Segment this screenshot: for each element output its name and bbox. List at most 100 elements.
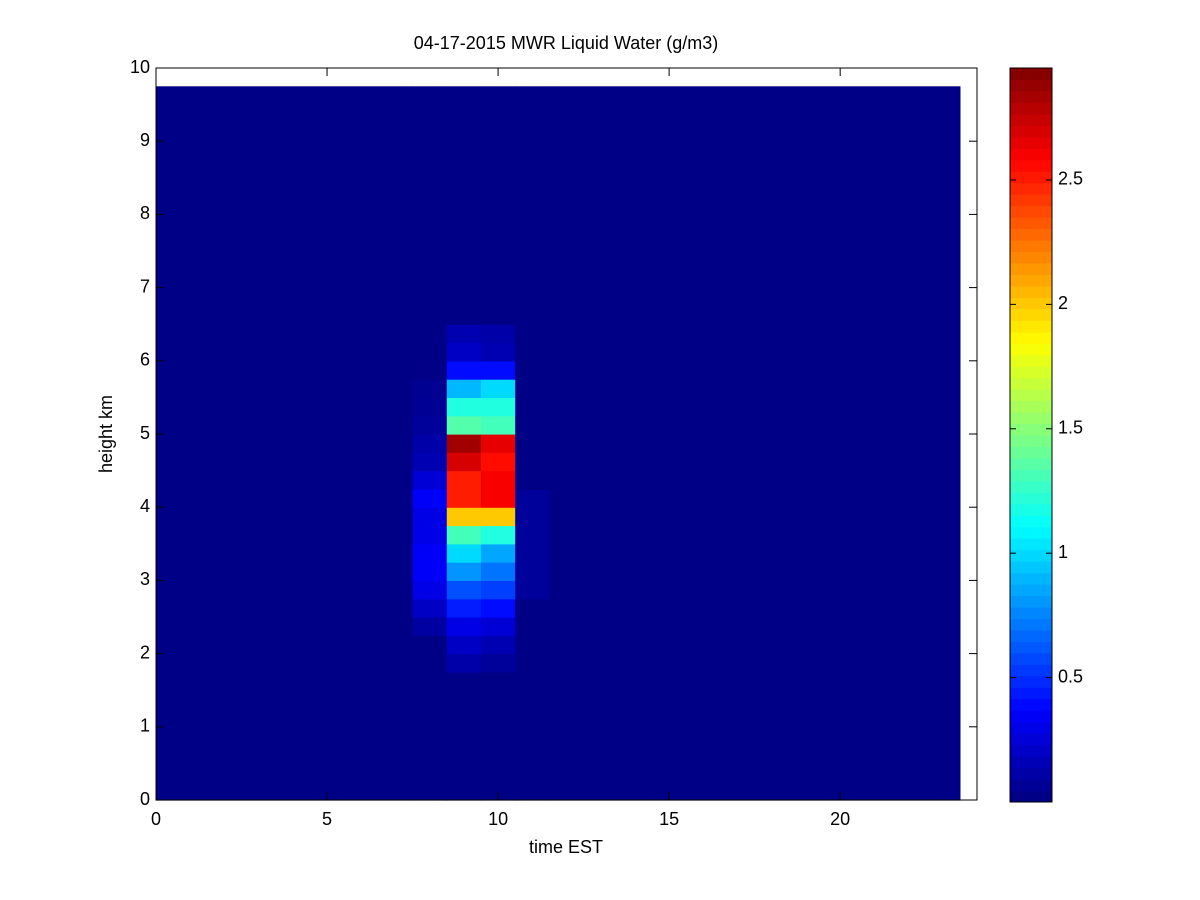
colorbar-swatch [1010, 308, 1052, 321]
colorbar-swatch [1010, 171, 1052, 184]
heat-cell [549, 324, 961, 344]
heat-cell [480, 86, 516, 325]
colorbar-tick-label: 1 [1058, 542, 1068, 562]
colorbar-swatch [1010, 217, 1052, 230]
heat-cell [480, 488, 516, 508]
heat-cell [412, 525, 448, 545]
heat-cell [412, 653, 448, 673]
heat-cell [412, 360, 448, 380]
colorbar-swatch [1010, 721, 1052, 734]
colorbar-swatch [1010, 159, 1052, 172]
heat-cell [446, 507, 482, 527]
colorbar-swatch [1010, 641, 1052, 654]
y-tick-label: 6 [140, 350, 150, 370]
heat-cell [549, 671, 961, 801]
heat-cell [515, 452, 550, 472]
colorbar-swatch [1010, 90, 1052, 103]
colorbar-swatch [1010, 503, 1052, 516]
heat-cell [515, 379, 550, 398]
heat-cell [446, 525, 482, 545]
heat-cell [446, 434, 482, 453]
y-tick-label: 9 [140, 130, 150, 150]
heat-cell [480, 397, 516, 417]
colorbar-swatch [1010, 423, 1052, 436]
colorbar-swatch [1010, 698, 1052, 711]
colorbar-swatch [1010, 733, 1052, 746]
colorbar-swatch [1010, 205, 1052, 218]
colorbar-swatch [1010, 136, 1052, 149]
colorbar-swatch [1010, 549, 1052, 562]
y-tick-label: 1 [140, 716, 150, 736]
colorbar-swatch [1010, 366, 1052, 379]
heat-cell [412, 397, 448, 417]
x-tick-label: 20 [830, 809, 850, 829]
heat-cell [480, 543, 516, 563]
heat-cell [156, 488, 414, 508]
colorbar-swatch [1010, 779, 1052, 792]
heat-cell [480, 360, 516, 380]
colorbar-swatch [1010, 228, 1052, 241]
heat-cell [156, 470, 414, 490]
heat-cell [446, 324, 482, 344]
heat-cell [480, 635, 516, 655]
colorbar-swatch [1010, 125, 1052, 138]
y-tick-label: 2 [140, 642, 150, 662]
heat-cell [412, 598, 448, 618]
heat-cell [446, 379, 482, 398]
heat-cell [480, 415, 516, 435]
heat-cell [156, 525, 414, 545]
heat-cell [412, 324, 448, 344]
heat-cell [549, 598, 961, 618]
colorbar-swatch [1010, 113, 1052, 126]
colorbar-swatch [1010, 664, 1052, 677]
heat-cell [549, 580, 961, 600]
colorbar-swatch [1010, 469, 1052, 482]
colorbar-swatch [1010, 710, 1052, 723]
heat-cell [156, 415, 414, 435]
heat-cell [515, 434, 550, 453]
colorbar-swatch [1010, 400, 1052, 413]
colorbar-swatch [1010, 526, 1052, 539]
heat-cell [549, 342, 961, 362]
heat-cell [156, 324, 414, 344]
heat-cell [412, 580, 448, 600]
y-tick-label: 5 [140, 423, 150, 443]
colorbar-tick-label: 1.5 [1058, 418, 1083, 438]
heat-cell [412, 434, 448, 453]
heat-cell [480, 342, 516, 362]
heat-cell [515, 86, 550, 325]
colorbar-swatch [1010, 595, 1052, 608]
heat-cell [549, 617, 961, 636]
heat-cell [515, 507, 550, 527]
colorbar-swatch [1010, 457, 1052, 470]
heat-cell [412, 342, 448, 362]
colorbar-swatch [1010, 675, 1052, 688]
heat-cell [515, 525, 550, 545]
colorbar-box [1009, 67, 1053, 803]
heat-cell [412, 635, 448, 655]
heat-cell [515, 671, 550, 801]
heat-cell [549, 397, 961, 417]
colorbar-swatch [1010, 182, 1052, 195]
heat-cell [549, 379, 961, 398]
heat-cell [412, 543, 448, 563]
heat-cell [446, 543, 482, 563]
heat-cell [156, 86, 414, 325]
heat-cell [412, 671, 448, 801]
heat-cell [480, 452, 516, 472]
heat-cell [480, 671, 516, 801]
heat-cell [412, 488, 448, 508]
heat-cell [515, 617, 550, 636]
colorbar-swatch [1010, 262, 1052, 275]
heat-cell [156, 580, 414, 600]
heat-cell [412, 415, 448, 435]
heat-cell [515, 653, 550, 673]
colorbar-swatch [1010, 102, 1052, 115]
heat-cell [156, 434, 414, 453]
colorbar-swatch [1010, 607, 1052, 619]
colorbar-swatch [1010, 790, 1052, 803]
colorbar-swatch [1010, 240, 1052, 252]
heat-cell [480, 598, 516, 618]
heat-cell [446, 342, 482, 362]
